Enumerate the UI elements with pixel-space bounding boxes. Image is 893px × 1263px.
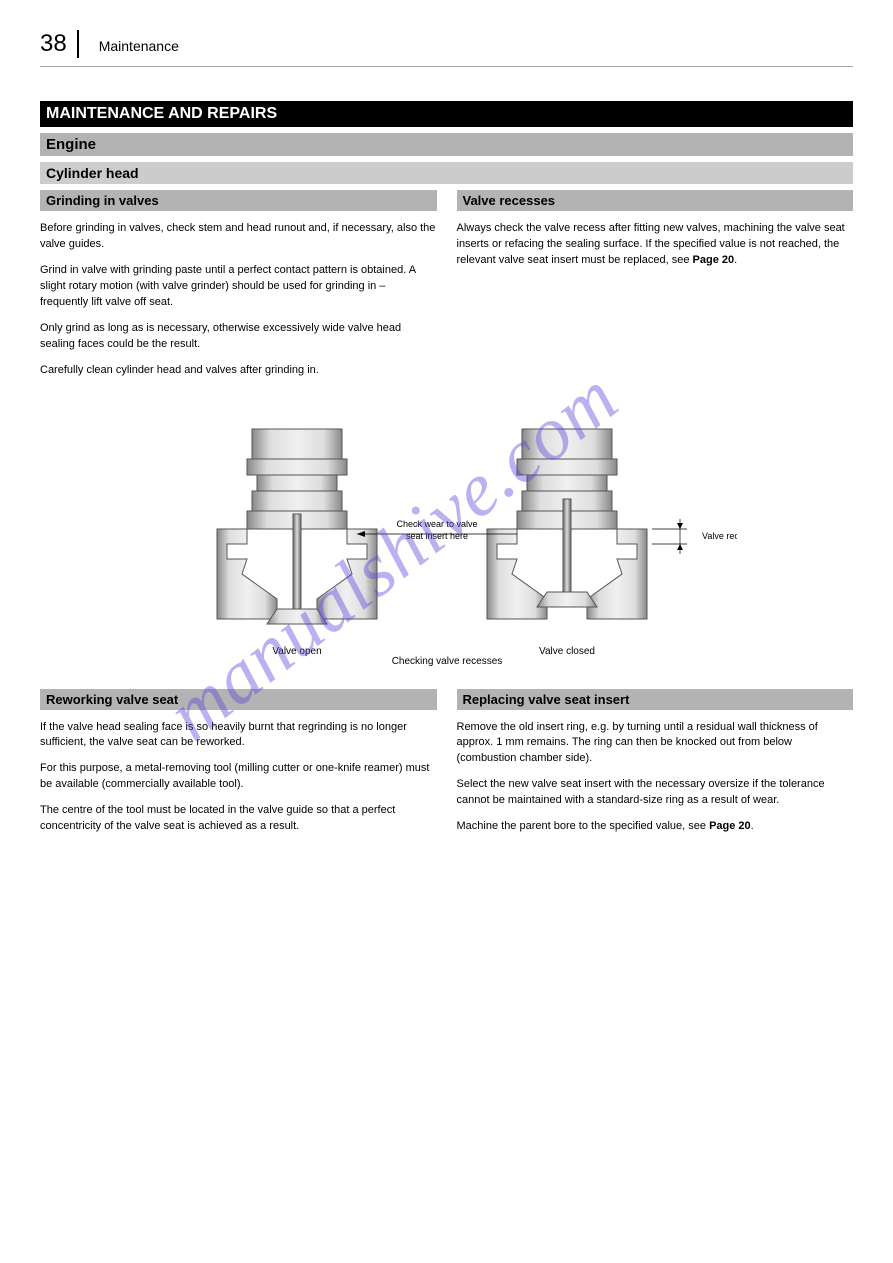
text-grinding-valves: Before grinding in valves, check stem an… [40,221,437,379]
text-replace-insert: Remove the old insert ring, e.g. by turn… [457,720,854,836]
section-cylinder-head-heading: Cylinder head [40,162,853,184]
pointer-text-line2: seat insert here [405,531,467,541]
section-engine-heading: Engine [40,133,853,156]
page-ref-link[interactable]: Page 20 [693,254,735,266]
valve-open-view: Valve open [217,429,377,657]
period: . [734,254,737,266]
para-replace-2: Machine the parent bore to the specified… [457,819,854,835]
label-valve-closed: Valve closed [539,646,595,657]
text-valve-recesses: Always check the valve recess after fitt… [457,221,854,269]
para-grinding-0: Before grinding in valves, check stem an… [40,221,437,253]
subheading-replace-insert: Replacing valve seat insert [457,689,854,710]
para-replace-1: Select the new valve seat insert with th… [457,777,854,809]
para-grinding-2: Only grind as long as is necessary, othe… [40,321,437,353]
para-rework-2: The centre of the tool must be located i… [40,803,437,835]
chapter-title: Maintenance [91,38,179,54]
para-recesses-0-text: Always check the valve recess after fitt… [457,222,845,266]
valve-closed-view: Valve closed [487,429,687,657]
figure-valve-diagram: Valve open [40,409,853,669]
text-rework-seat: If the valve head sealing face is so hea… [40,720,437,836]
para-rework-0: If the valve head sealing face is so hea… [40,720,437,752]
valve-diagram-svg: Valve open [157,409,737,669]
para-replace-2-text: Machine the parent bore to the specified… [457,820,707,832]
pointer-text-line1: Check wear to valve [396,519,477,529]
para-grinding-3: Carefully clean cylinder head and valves… [40,363,437,379]
label-valve-open: Valve open [272,646,321,657]
section-maintenance-heading: MAINTENANCE AND REPAIRS [40,101,853,127]
page-header: 38 Maintenance [0,0,893,77]
subheading-grinding-valves: Grinding in valves [40,190,437,211]
period-2: . [751,820,754,832]
page-ref-link-2[interactable]: Page 20 [709,820,751,832]
para-recesses-0: Always check the valve recess after fitt… [457,221,854,269]
para-grinding-1: Grind in valve with grinding paste until… [40,263,437,311]
para-rework-1: For this purpose, a metal-removing tool … [40,761,437,793]
para-replace-0: Remove the old insert ring, e.g. by turn… [457,720,854,768]
subheading-valve-recesses: Valve recesses [457,190,854,211]
label-valve-recess: Valve recess [702,531,737,541]
page-number: 38 [40,30,79,58]
subheading-rework-seat: Reworking valve seat [40,689,437,710]
header-divider [40,66,853,67]
figure-caption: Checking valve recesses [391,656,502,667]
